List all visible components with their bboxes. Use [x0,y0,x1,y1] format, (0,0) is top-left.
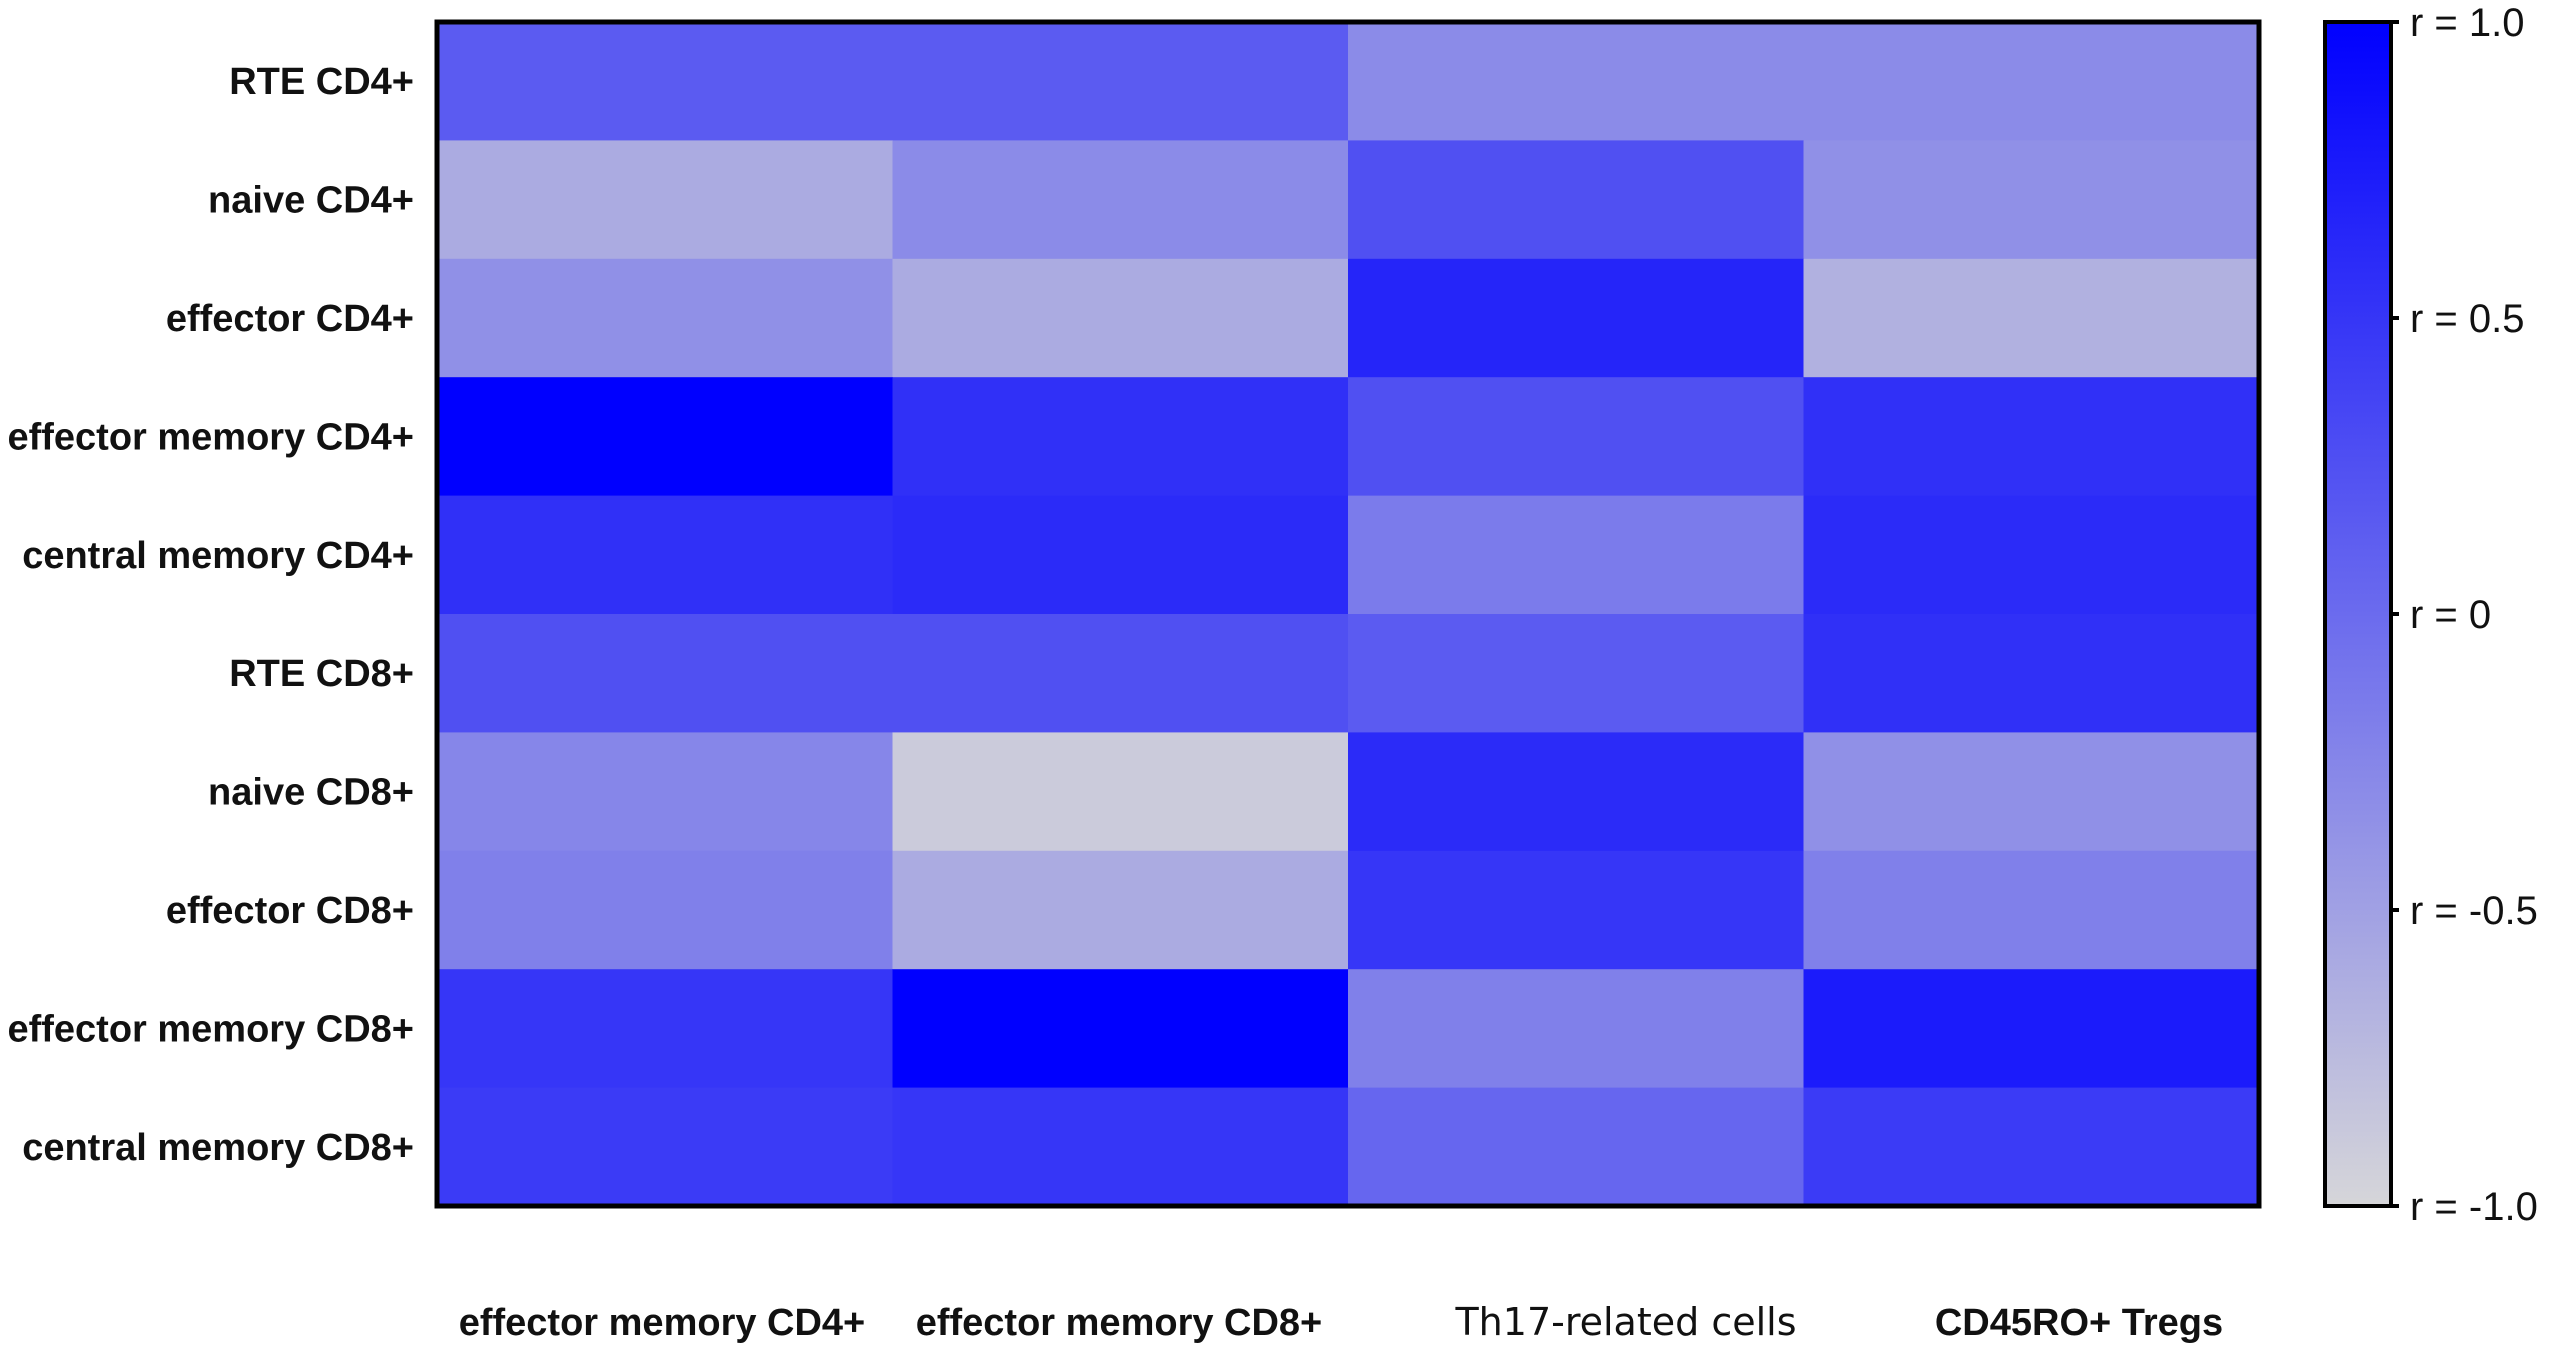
heatmap-cell [1803,614,2260,733]
heatmap-cell [1803,732,2260,852]
colorbar-tick-label: r = -1.0 [2410,1185,2538,1229]
row-label: naive CD4+ [208,180,414,222]
heatmap-cell [1348,1087,1804,1207]
heatmap-cell [892,614,1349,733]
heatmap-cell [437,495,893,615]
colorbar-tick-label: r = 0 [2410,593,2491,637]
colorbar [2323,20,2393,1208]
heatmap-cell [892,850,1349,970]
column-label: CD45RO+ Tregs [1935,1302,2223,1344]
row-label: effector memory CD8+ [7,1008,414,1050]
row-label: RTE CD8+ [229,653,414,695]
heatmap-cell [1348,140,1804,260]
heatmap-cell [1348,969,1804,1089]
heatmap-cell [1803,969,2260,1089]
row-label: effector CD8+ [166,890,414,932]
heatmap-cell [892,732,1349,852]
heatmap-cell [437,140,893,260]
heatmap-cell [1348,495,1804,615]
colorbar-tick-label: r = 0.5 [2410,297,2525,341]
column-label: Th17-related cells [1454,1300,1796,1344]
row-label: effector CD4+ [166,298,414,340]
heatmap-cell [1348,377,1804,497]
heatmap-cell [437,22,893,141]
heatmap-cell [1803,377,2260,497]
heatmap-cell [1803,1087,2260,1207]
heatmap-cell [437,850,893,970]
heatmap-border [434,19,2262,1209]
colorbar-tick-label: r = -0.5 [2410,889,2538,933]
heatmap-cell [1348,614,1804,733]
heatmap-cell [437,614,893,733]
heatmap-cell [1803,258,2260,378]
heatmap-cell [437,377,893,497]
heatmap-cell [437,1087,893,1207]
row-label: effector memory CD4+ [7,416,414,458]
heatmap-cell [1348,22,1804,141]
heatmap-cell [892,258,1349,378]
heatmap-cell [437,258,893,378]
heatmap-cell [437,969,893,1089]
heatmap-cell [892,22,1349,141]
heatmap-cell [1803,22,2260,141]
row-label: central memory CD8+ [22,1127,414,1169]
row-labels: RTE CD4+ naive CD4+ effector CD4+ effector … [7,61,414,1169]
heatmap-cell [892,1087,1349,1207]
heatmap-cell [1803,495,2260,615]
colorbar-ticks: r = 1.0 r = 0.5 r = 0 r = -0.5 r = -1.0 [2389,1,2538,1229]
row-label: central memory CD4+ [22,535,414,577]
heatmap-cell [892,377,1349,497]
colorbar-tick-label: r = 1.0 [2410,1,2525,45]
heatmap-cell [1348,258,1804,378]
row-label: naive CD8+ [208,772,414,814]
heatmap-cell [892,140,1349,260]
column-label: effector memory CD8+ [916,1302,1323,1344]
heatmap-cell [1348,732,1804,852]
heatmap-cell [437,732,893,852]
column-labels: effector memory CD4+ effector memory CD8+… [459,1300,2223,1344]
heatmap-cell [1348,850,1804,970]
heatmap-cell [1803,140,2260,260]
row-label: RTE CD4+ [229,61,414,103]
column-label: effector memory CD4+ [459,1302,866,1344]
heatmap-cells [437,22,2260,1207]
heatmap-cell [1803,850,2260,970]
heatmap-cell [892,969,1349,1089]
heatmap-cell [892,495,1349,615]
